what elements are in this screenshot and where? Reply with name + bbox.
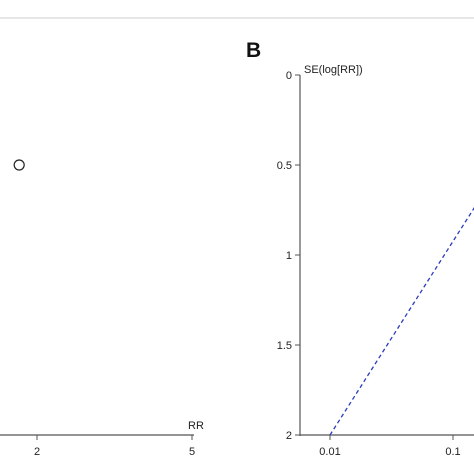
- panel-b-y-tick-label: 0.5: [277, 160, 292, 172]
- panel-b: B SE(log[RR]) 0 0.5 1 1.5 2 0.01 0.1: [246, 39, 474, 458]
- panel-b-letter: B: [246, 39, 261, 62]
- panel-a-x-tick-label: 2: [34, 446, 40, 458]
- panel-b-funnel-lines: [329, 207, 474, 436]
- panel-a-point: [13, 159, 25, 171]
- panel-b-y-tick-label: 1.5: [277, 340, 292, 352]
- panel-a-x-tick-label: 5: [189, 446, 195, 458]
- panel-b-y-axis-title: SE(log[RR]): [304, 64, 363, 76]
- panel-b-x-tick-label: 0.01: [319, 446, 340, 458]
- panel-b-y-tick-label: 0: [286, 70, 292, 82]
- panel-a-points: [13, 159, 25, 171]
- panel-b-y-tick-label: 2: [286, 430, 292, 442]
- panel-b-x-ticks: 0.01 0.1: [319, 435, 461, 458]
- panel-a-x-axis-title: RR: [188, 420, 204, 432]
- panel-b-y-ticks: 0 0.5 1 1.5 2: [277, 70, 300, 442]
- panel-b-funnel-line: [329, 207, 474, 436]
- panel-b-x-tick-label: 0.1: [445, 446, 460, 458]
- panel-b-y-tick-label: 1: [286, 250, 292, 262]
